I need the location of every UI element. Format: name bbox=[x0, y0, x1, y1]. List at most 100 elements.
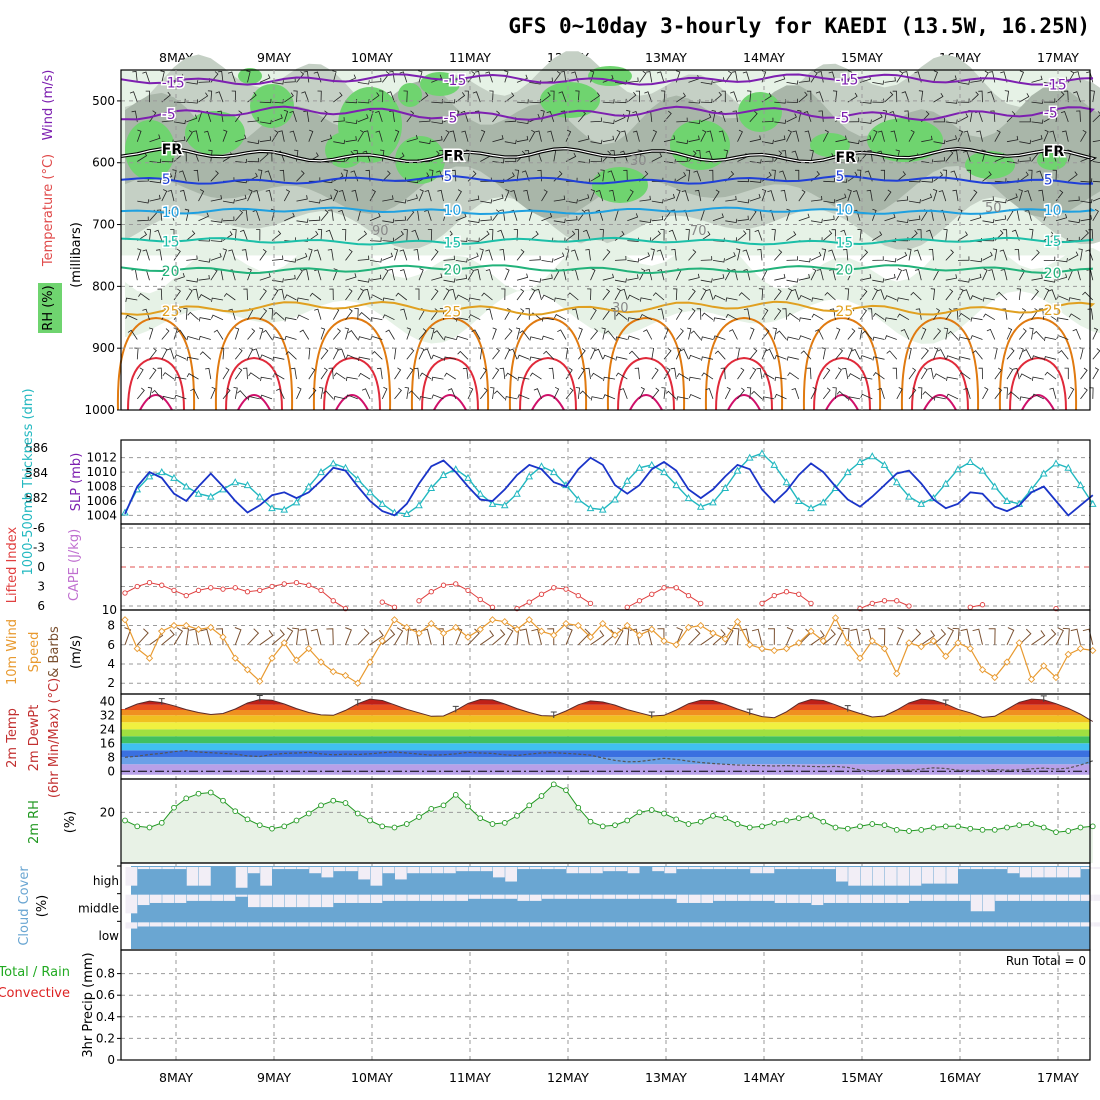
wind-barb bbox=[1033, 330, 1045, 340]
wind-barb bbox=[701, 356, 714, 361]
temp-line bbox=[124, 698, 1094, 722]
wind-barb bbox=[908, 367, 917, 380]
cloud-clear-bar bbox=[566, 867, 579, 874]
wind-barb bbox=[821, 347, 826, 360]
wind-barb bbox=[676, 117, 688, 123]
wind10-marker bbox=[917, 643, 925, 651]
wind-barb bbox=[332, 189, 339, 202]
lifted-index-marker bbox=[489, 604, 496, 610]
wind-barb bbox=[761, 189, 767, 202]
wind-barb bbox=[743, 269, 751, 281]
wind-barb bbox=[657, 308, 665, 320]
cloud-clear-bar bbox=[505, 922, 517, 927]
wind-barb bbox=[602, 119, 615, 124]
wind-barb bbox=[431, 136, 443, 143]
wind10-barb bbox=[136, 628, 149, 646]
wind-barb bbox=[235, 134, 247, 143]
wind-barb bbox=[663, 135, 676, 143]
wind-barb bbox=[859, 119, 872, 124]
rh2m-marker bbox=[146, 824, 153, 831]
wind-barb bbox=[513, 229, 519, 241]
wind-barb bbox=[199, 351, 212, 360]
wind-barb bbox=[835, 327, 841, 340]
thickness-marker bbox=[415, 501, 423, 509]
wind-barb bbox=[920, 347, 929, 360]
wind10-marker bbox=[905, 639, 913, 647]
rh2m-marker bbox=[697, 818, 704, 825]
cloud-clear-bar bbox=[431, 922, 444, 927]
wind-barb bbox=[217, 110, 224, 122]
wind-barb bbox=[639, 387, 645, 400]
wind-barb bbox=[737, 199, 750, 204]
temp-contour-40 bbox=[923, 394, 957, 411]
cloud-clear-bar bbox=[358, 894, 370, 903]
wind-barb bbox=[1080, 387, 1088, 400]
wind-barb bbox=[464, 90, 469, 103]
temp-contour-40 bbox=[1021, 394, 1055, 411]
cloud-clear-bar bbox=[885, 922, 897, 927]
wind-barb bbox=[186, 255, 198, 261]
wind-barb bbox=[361, 388, 371, 400]
wind-barb bbox=[810, 387, 817, 400]
wind-barb bbox=[889, 110, 898, 123]
wind-barb bbox=[1044, 356, 1057, 361]
wind10-barb bbox=[972, 628, 983, 645]
rh2m-marker bbox=[955, 823, 961, 830]
wind-barb bbox=[481, 292, 493, 301]
wind-barb bbox=[1043, 256, 1056, 261]
wind-barb bbox=[369, 109, 374, 123]
temp-minmax-bar bbox=[256, 695, 263, 702]
wind-barb bbox=[492, 367, 500, 380]
wind-barb bbox=[946, 355, 959, 360]
wind-barb bbox=[836, 390, 849, 400]
cloud-clear-bar bbox=[787, 894, 799, 903]
cloud-clear-bar bbox=[1019, 867, 1032, 878]
wind-barb bbox=[791, 387, 800, 400]
wind-barb bbox=[656, 249, 665, 261]
wind-barb bbox=[247, 189, 253, 202]
wind-barb bbox=[136, 248, 142, 261]
wind-barb bbox=[455, 77, 468, 83]
cloud-clear-bar bbox=[554, 894, 566, 899]
wind-barb bbox=[529, 98, 541, 104]
wind-barb bbox=[970, 213, 982, 222]
thickness-marker bbox=[243, 481, 252, 489]
temp-contour-30 bbox=[410, 316, 490, 411]
wind-barb bbox=[173, 272, 185, 281]
lifted-index-marker bbox=[465, 587, 471, 594]
lifted-index-marker bbox=[220, 586, 226, 592]
cloud-clear-bar bbox=[774, 894, 787, 903]
wind-barb bbox=[986, 328, 996, 340]
wind-barb bbox=[767, 190, 775, 202]
thickness-marker bbox=[709, 498, 717, 506]
lifted-index-marker bbox=[636, 598, 643, 604]
lifted-index-marker bbox=[624, 604, 630, 610]
y-tick-label: 700 bbox=[92, 218, 115, 232]
cloud-clear-bar bbox=[395, 894, 407, 901]
wind-barb bbox=[173, 327, 178, 340]
rh2m-marker bbox=[942, 823, 949, 830]
wind-barb bbox=[504, 347, 511, 360]
cloud-clear-bar bbox=[199, 867, 211, 886]
wind-barb bbox=[222, 387, 231, 400]
rh2m-marker bbox=[440, 802, 447, 809]
wind-barb bbox=[173, 119, 186, 125]
wind-barb bbox=[283, 109, 289, 123]
wind-barb bbox=[1072, 328, 1081, 340]
cloud-clear-bar bbox=[934, 894, 946, 901]
cloud-clear-bar bbox=[235, 894, 248, 897]
wind-barb bbox=[276, 388, 285, 400]
wind10-marker bbox=[978, 666, 987, 674]
wind-barb bbox=[1092, 111, 1100, 123]
cloud-clear-bar bbox=[284, 867, 297, 870]
wind-barb bbox=[851, 348, 861, 360]
wind-barb bbox=[847, 139, 860, 145]
wind-barb bbox=[271, 278, 284, 283]
wind-barb bbox=[751, 390, 763, 400]
wind-barb bbox=[688, 376, 701, 382]
thickness-marker bbox=[647, 460, 656, 468]
wind-barb bbox=[565, 129, 572, 142]
lifted-index-marker bbox=[759, 600, 765, 607]
wind-barb bbox=[234, 367, 243, 380]
wind-barb bbox=[585, 249, 591, 261]
